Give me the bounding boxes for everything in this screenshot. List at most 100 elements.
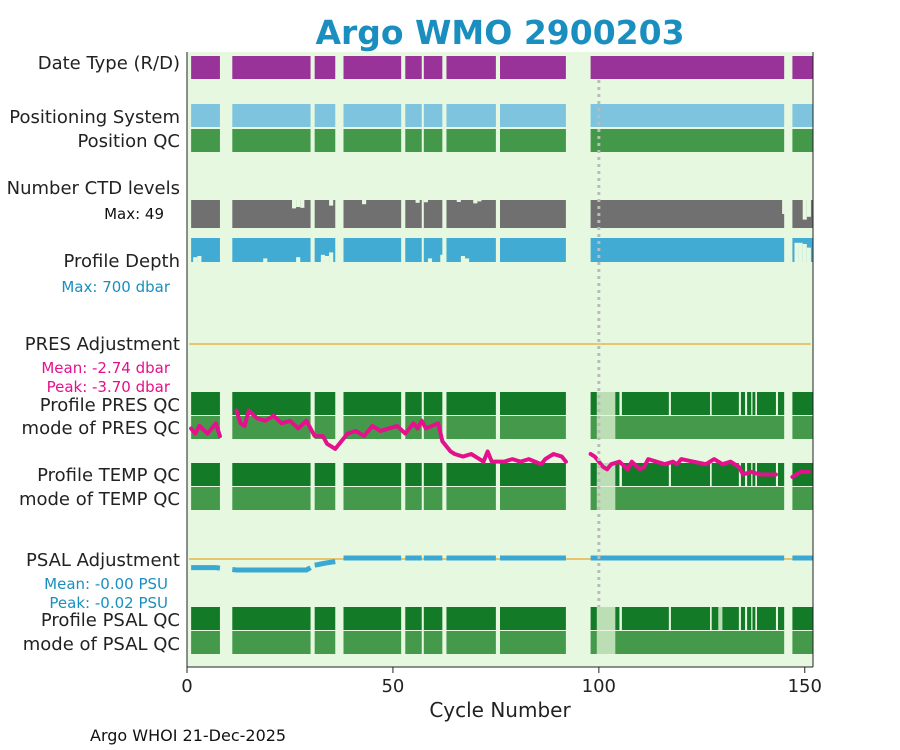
- pres-profile-qc-band: [191, 392, 220, 415]
- date-type-band: [314, 56, 336, 79]
- psal-mode-qc-band: [314, 631, 336, 654]
- temp-profile-qc-band: [423, 463, 443, 486]
- chart-title: Argo WMO 2900203: [315, 13, 684, 52]
- pres-profile-qc-band: [621, 392, 669, 415]
- position-qc-band: [405, 129, 422, 152]
- temp-mode-qc-band: [314, 487, 336, 510]
- profile-depth-bar-dip: [296, 257, 301, 262]
- positioning-band: [343, 104, 402, 127]
- profile-depth-bar-dip: [263, 258, 268, 262]
- label-mode-psal-qc: mode of PSAL QC: [23, 634, 180, 655]
- date-type-band: [343, 56, 402, 79]
- temp-mode-qc-band: [792, 487, 813, 510]
- temp-profile-qc-band: [446, 463, 496, 486]
- label-position-qc: Position QC: [77, 131, 180, 152]
- pres-mode-qc-band: [314, 416, 336, 439]
- date-type-band: [232, 56, 311, 79]
- pres-profile-qc-band: [423, 392, 443, 415]
- temp-profile-qc-band: [670, 463, 711, 486]
- position-qc-band: [314, 129, 336, 152]
- label-psal-adjustment: PSAL Adjustment: [26, 550, 180, 571]
- profile-depth-bar-dip: [440, 254, 445, 262]
- profile-depth-bar-dip: [320, 254, 325, 262]
- positioning-band: [792, 104, 813, 127]
- pres-profile-qc-band: [711, 392, 739, 415]
- positioning-band: [500, 104, 566, 127]
- date-type-band: [446, 56, 496, 79]
- label-profile-temp-qc: Profile TEMP QC: [37, 465, 180, 486]
- psal-adjustment-line: [232, 565, 312, 573]
- x-tick-label: 0: [181, 676, 192, 697]
- profile-depth-bar: [590, 238, 785, 262]
- profile-depth-bar: [405, 238, 422, 262]
- psal-mode-qc-band: [191, 631, 220, 654]
- pres-profile-qc-band: [500, 392, 566, 415]
- temp-mode-flag-band: [596, 487, 616, 510]
- psal-mode-qc-band: [590, 631, 785, 654]
- ctd-level-bar-dip: [477, 200, 482, 202]
- psal-profile-qc-band: [777, 607, 785, 630]
- psal-mode-qc-band: [232, 631, 311, 654]
- position-qc-band: [232, 129, 311, 152]
- label-pres-adjustment: PRES Adjustment: [25, 334, 180, 355]
- profile-depth-bar-dip: [460, 256, 465, 262]
- pres-peak-text: Peak: -3.70 dbar: [47, 378, 171, 396]
- ctd-level-bar-dip: [456, 200, 461, 202]
- psal-mode-qc-band: [405, 631, 422, 654]
- ctd-level-bar: [423, 200, 443, 228]
- x-tick-label: 50: [381, 676, 404, 697]
- label-mode-temp-qc: mode of TEMP QC: [19, 489, 180, 510]
- position-qc-band: [446, 129, 496, 152]
- ctd-level-bar: [446, 200, 496, 228]
- ctd-level-bar: [590, 200, 785, 228]
- pres-adjustment-line: [588, 452, 778, 477]
- profile-depth-bar-dip: [324, 256, 330, 262]
- psal-adjustment-line: [314, 559, 336, 568]
- ctd-level-bar: [191, 200, 220, 228]
- profile-depth-bar-dip: [798, 242, 803, 262]
- psal-profile-qc-band: [232, 607, 311, 630]
- date-type-band: [590, 56, 785, 79]
- psal-profile-qc-band: [756, 607, 776, 630]
- date-type-band: [423, 56, 443, 79]
- psal-qc-flag-band: [596, 607, 616, 630]
- profile-depth-bar: [500, 238, 566, 262]
- x-axis-label: Cycle Number: [429, 698, 571, 722]
- ctd-level-bar: [314, 200, 336, 228]
- profile-depth-bar-dip: [794, 242, 799, 262]
- label-ctd-levels: Number CTD levels: [7, 178, 180, 199]
- ctd-level-bar-dip: [786, 200, 791, 220]
- temp-mode-qc-band: [343, 487, 402, 510]
- ctd-level-bar: [500, 200, 566, 228]
- psal-mode-qc-band: [446, 631, 496, 654]
- label-profile-depth: Profile Depth: [63, 251, 180, 272]
- profile-depth-bar: [343, 238, 402, 262]
- pres-mode-qc-band: [191, 416, 220, 439]
- label-date-type: Date Type (R/D): [38, 53, 180, 74]
- temp-mode-qc-band: [191, 487, 220, 510]
- temp-mode-qc-band: [232, 487, 311, 510]
- temp-profile-qc-band: [777, 463, 785, 486]
- plot-background: [187, 52, 813, 667]
- temp-profile-qc-band: [711, 463, 739, 486]
- psal-profile-qc-band: [446, 607, 496, 630]
- positioning-band: [232, 104, 311, 127]
- pres-profile-qc-band: [446, 392, 496, 415]
- temp-profile-qc-band: [500, 463, 566, 486]
- ctd-level-bar-dip: [423, 200, 428, 203]
- position-qc-band: [590, 129, 785, 152]
- position-qc-band: [343, 129, 402, 152]
- profile-depth-bar-dip: [427, 258, 433, 262]
- ctd-max-text: Max: 49: [104, 205, 164, 223]
- psal-profile-qc-band: [752, 607, 756, 630]
- pres-profile-qc-band: [752, 392, 756, 415]
- psal-profile-qc-band: [343, 607, 402, 630]
- pres-mode-qc-band: [405, 416, 422, 439]
- profile-depth-bar-dip: [329, 252, 334, 262]
- credit-text: Argo WHOI 21-Dec-2025: [90, 726, 286, 745]
- position-qc-band: [792, 129, 813, 152]
- pres-mode-qc-band: [590, 416, 785, 439]
- pres-mean-text: Mean: -2.74 dbar: [41, 359, 171, 377]
- position-qc-band: [191, 129, 220, 152]
